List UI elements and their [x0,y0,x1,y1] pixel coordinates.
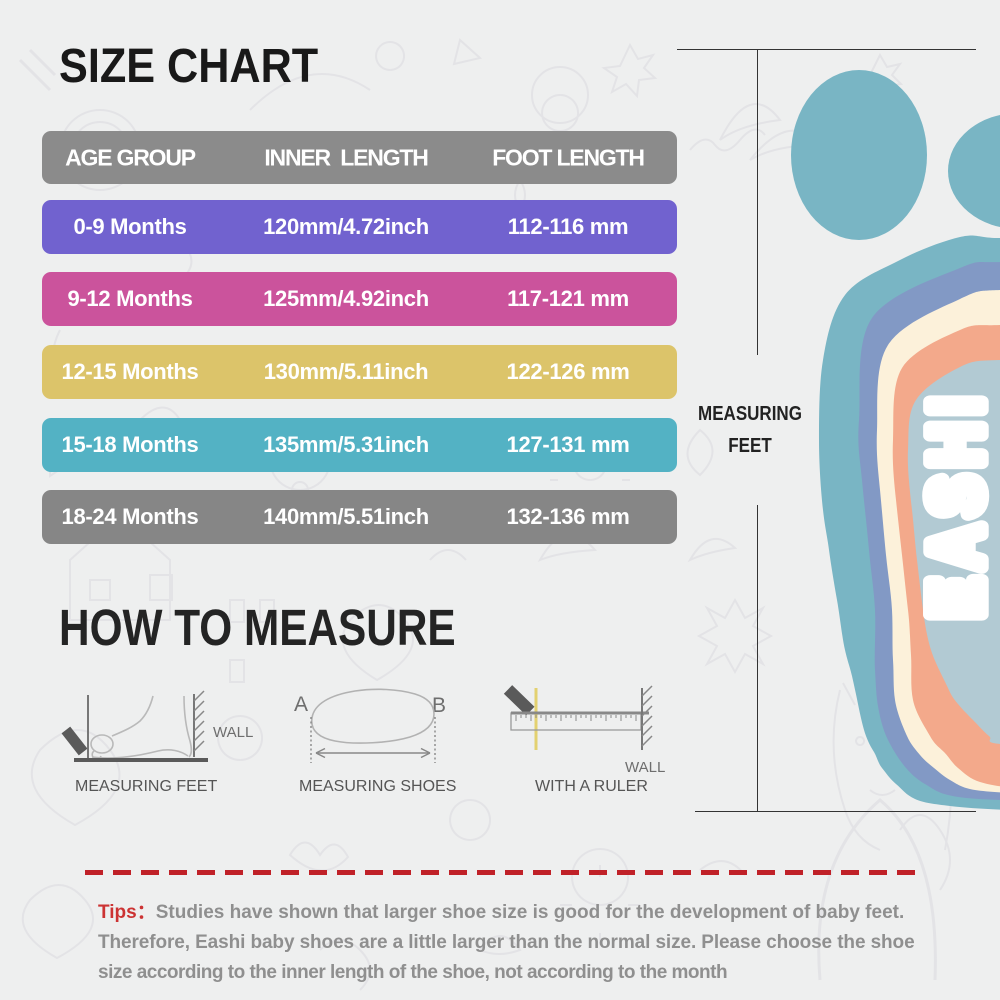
svg-text:EASHI: EASHI [914,389,998,618]
svg-text:A: A [294,693,308,716]
svg-text:WALL: WALL [213,724,253,741]
svg-text:WALL: WALL [625,759,665,776]
svg-text:B: B [432,694,446,717]
